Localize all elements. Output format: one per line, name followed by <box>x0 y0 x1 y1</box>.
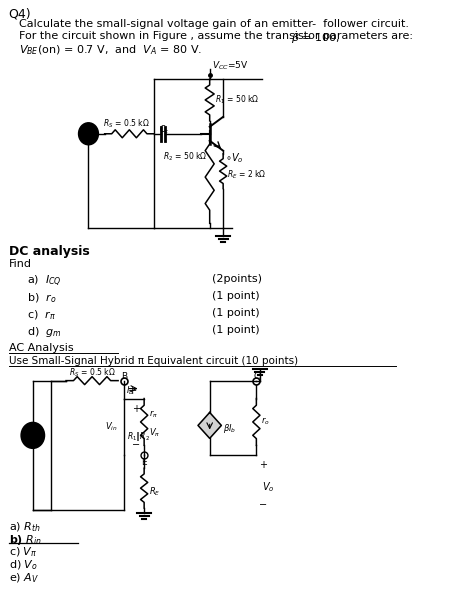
Text: b) $R_{in}$: b) $R_{in}$ <box>9 533 42 547</box>
Text: $V_o$: $V_o$ <box>262 480 274 494</box>
Text: $V_{CC}$=5V: $V_{CC}$=5V <box>212 59 249 72</box>
Text: c) $V_{\pi}$: c) $V_{\pi}$ <box>9 546 37 559</box>
Text: +: + <box>128 386 137 396</box>
Text: (1 point): (1 point) <box>212 308 260 318</box>
Text: $R_1$$\Vert$$R_2$: $R_1$$\Vert$$R_2$ <box>127 430 150 444</box>
Text: $r_o$: $r_o$ <box>261 415 270 427</box>
Text: DC analysis: DC analysis <box>9 245 89 258</box>
Text: Calculate the small-signal voltage gain of an emitter-  follower circuit.: Calculate the small-signal voltage gain … <box>19 19 410 29</box>
Text: $R_S$ = 0.5 k$\Omega$: $R_S$ = 0.5 k$\Omega$ <box>103 118 149 131</box>
Text: $C_c$: $C_c$ <box>159 124 170 136</box>
Text: $R_E$: $R_E$ <box>149 485 160 498</box>
Text: (2points): (2points) <box>212 274 263 284</box>
Circle shape <box>79 123 98 144</box>
Text: $R_E$ = 2 k$\Omega$: $R_E$ = 2 k$\Omega$ <box>227 169 266 181</box>
Circle shape <box>21 423 45 448</box>
Text: +: + <box>132 403 140 414</box>
Text: a)  $I_{CQ}$: a) $I_{CQ}$ <box>27 274 61 289</box>
Text: B: B <box>121 371 128 380</box>
Polygon shape <box>198 412 221 438</box>
Text: $\circ V_o$: $\circ V_o$ <box>225 152 244 166</box>
Text: $R_S$ = 0.5 k$\Omega$: $R_S$ = 0.5 k$\Omega$ <box>69 367 115 379</box>
Text: $V_{BE}$(on) = 0.7 V,  and  $V_A$ = 80 V.: $V_{BE}$(on) = 0.7 V, and $V_A$ = 80 V. <box>19 43 202 57</box>
Text: e) $A_V$: e) $A_V$ <box>9 572 39 585</box>
Text: −: − <box>132 440 140 450</box>
Text: $\beta$ = 100,: $\beta$ = 100, <box>292 31 340 45</box>
Text: $r_\pi$: $r_\pi$ <box>149 409 158 420</box>
Text: $V_\pi$: $V_\pi$ <box>149 426 160 439</box>
Text: $V_s$: $V_s$ <box>27 430 38 443</box>
Text: $R_2$ = 50 k$\Omega$: $R_2$ = 50 k$\Omega$ <box>163 150 207 163</box>
Text: $R_1$ = 50 k$\Omega$: $R_1$ = 50 k$\Omega$ <box>215 94 259 107</box>
Text: $v_s$: $v_s$ <box>83 130 93 140</box>
Text: $I_b$: $I_b$ <box>126 385 134 397</box>
Text: +: + <box>259 461 267 470</box>
Text: (1 point): (1 point) <box>212 291 260 301</box>
Text: Use Small-Signal Hybrid π Equivalent circuit (10 points): Use Small-Signal Hybrid π Equivalent cir… <box>9 356 298 366</box>
Text: −: − <box>259 500 267 510</box>
Text: C: C <box>253 371 259 380</box>
Text: For the circuit shown in Figure , assume the transistor parameters are:: For the circuit shown in Figure , assume… <box>19 31 417 42</box>
Text: Q4): Q4) <box>9 7 31 20</box>
Text: c)  $r_{\pi}$: c) $r_{\pi}$ <box>27 308 55 321</box>
Text: (1 point): (1 point) <box>212 325 260 335</box>
Text: b)  $r_o$: b) $r_o$ <box>27 291 56 305</box>
Text: AC Analysis: AC Analysis <box>9 343 73 353</box>
Text: d) $V_o$: d) $V_o$ <box>9 559 37 573</box>
Text: $\beta I_b$: $\beta I_b$ <box>223 423 237 435</box>
Text: E: E <box>141 458 147 467</box>
Text: d)  $g_m$: d) $g_m$ <box>27 325 61 339</box>
Text: a) $R_{th}$: a) $R_{th}$ <box>9 520 40 533</box>
Text: $V_{in}$: $V_{in}$ <box>105 420 118 433</box>
Text: Find: Find <box>9 259 32 269</box>
